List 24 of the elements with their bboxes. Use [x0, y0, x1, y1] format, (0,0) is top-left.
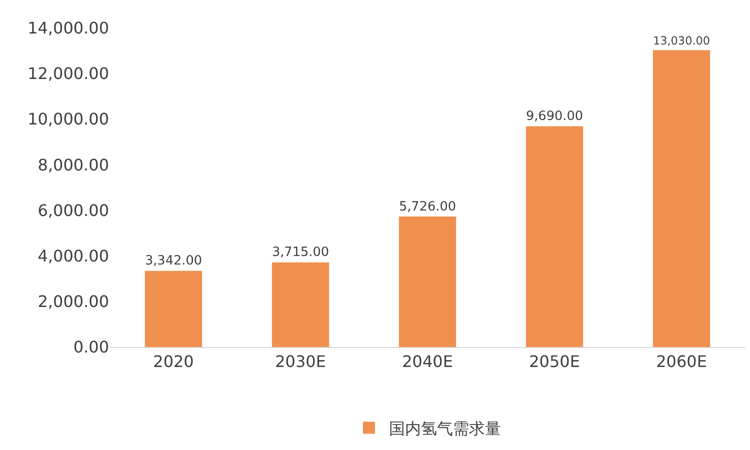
legend-label: 国内氢气需求量	[389, 418, 501, 438]
bar	[272, 262, 330, 347]
y-tick-label: 14,000.00	[28, 18, 109, 38]
x-tick-label: 2060E	[656, 352, 707, 372]
y-tick-label: 10,000.00	[28, 110, 109, 129]
x-tick-label: 2050E	[529, 352, 580, 372]
bar	[526, 126, 584, 347]
data-label: 5,726.00	[398, 199, 456, 214]
data-label: 13,030.00	[652, 34, 710, 48]
data-label: 3,715.00	[272, 245, 330, 260]
y-tick-label: 6,000.00	[38, 200, 109, 220]
bar	[398, 216, 456, 347]
x-tick-label: 2030E	[275, 352, 326, 372]
y-tick-label: 8,000.00	[38, 155, 109, 174]
y-tick-label: 12,000.00	[28, 64, 109, 84]
y-tick-label: 2,000.00	[38, 292, 109, 312]
y-tick-label: 4,000.00	[38, 246, 109, 266]
bar	[652, 50, 710, 347]
bar	[144, 270, 202, 347]
x-tick-label: 2040E	[402, 352, 453, 372]
x-tick-label: 2020	[153, 352, 194, 372]
data-label: 3,342.00	[144, 254, 202, 269]
data-label: 9,690.00	[526, 109, 584, 124]
y-tick-label: 0.00	[73, 338, 109, 357]
